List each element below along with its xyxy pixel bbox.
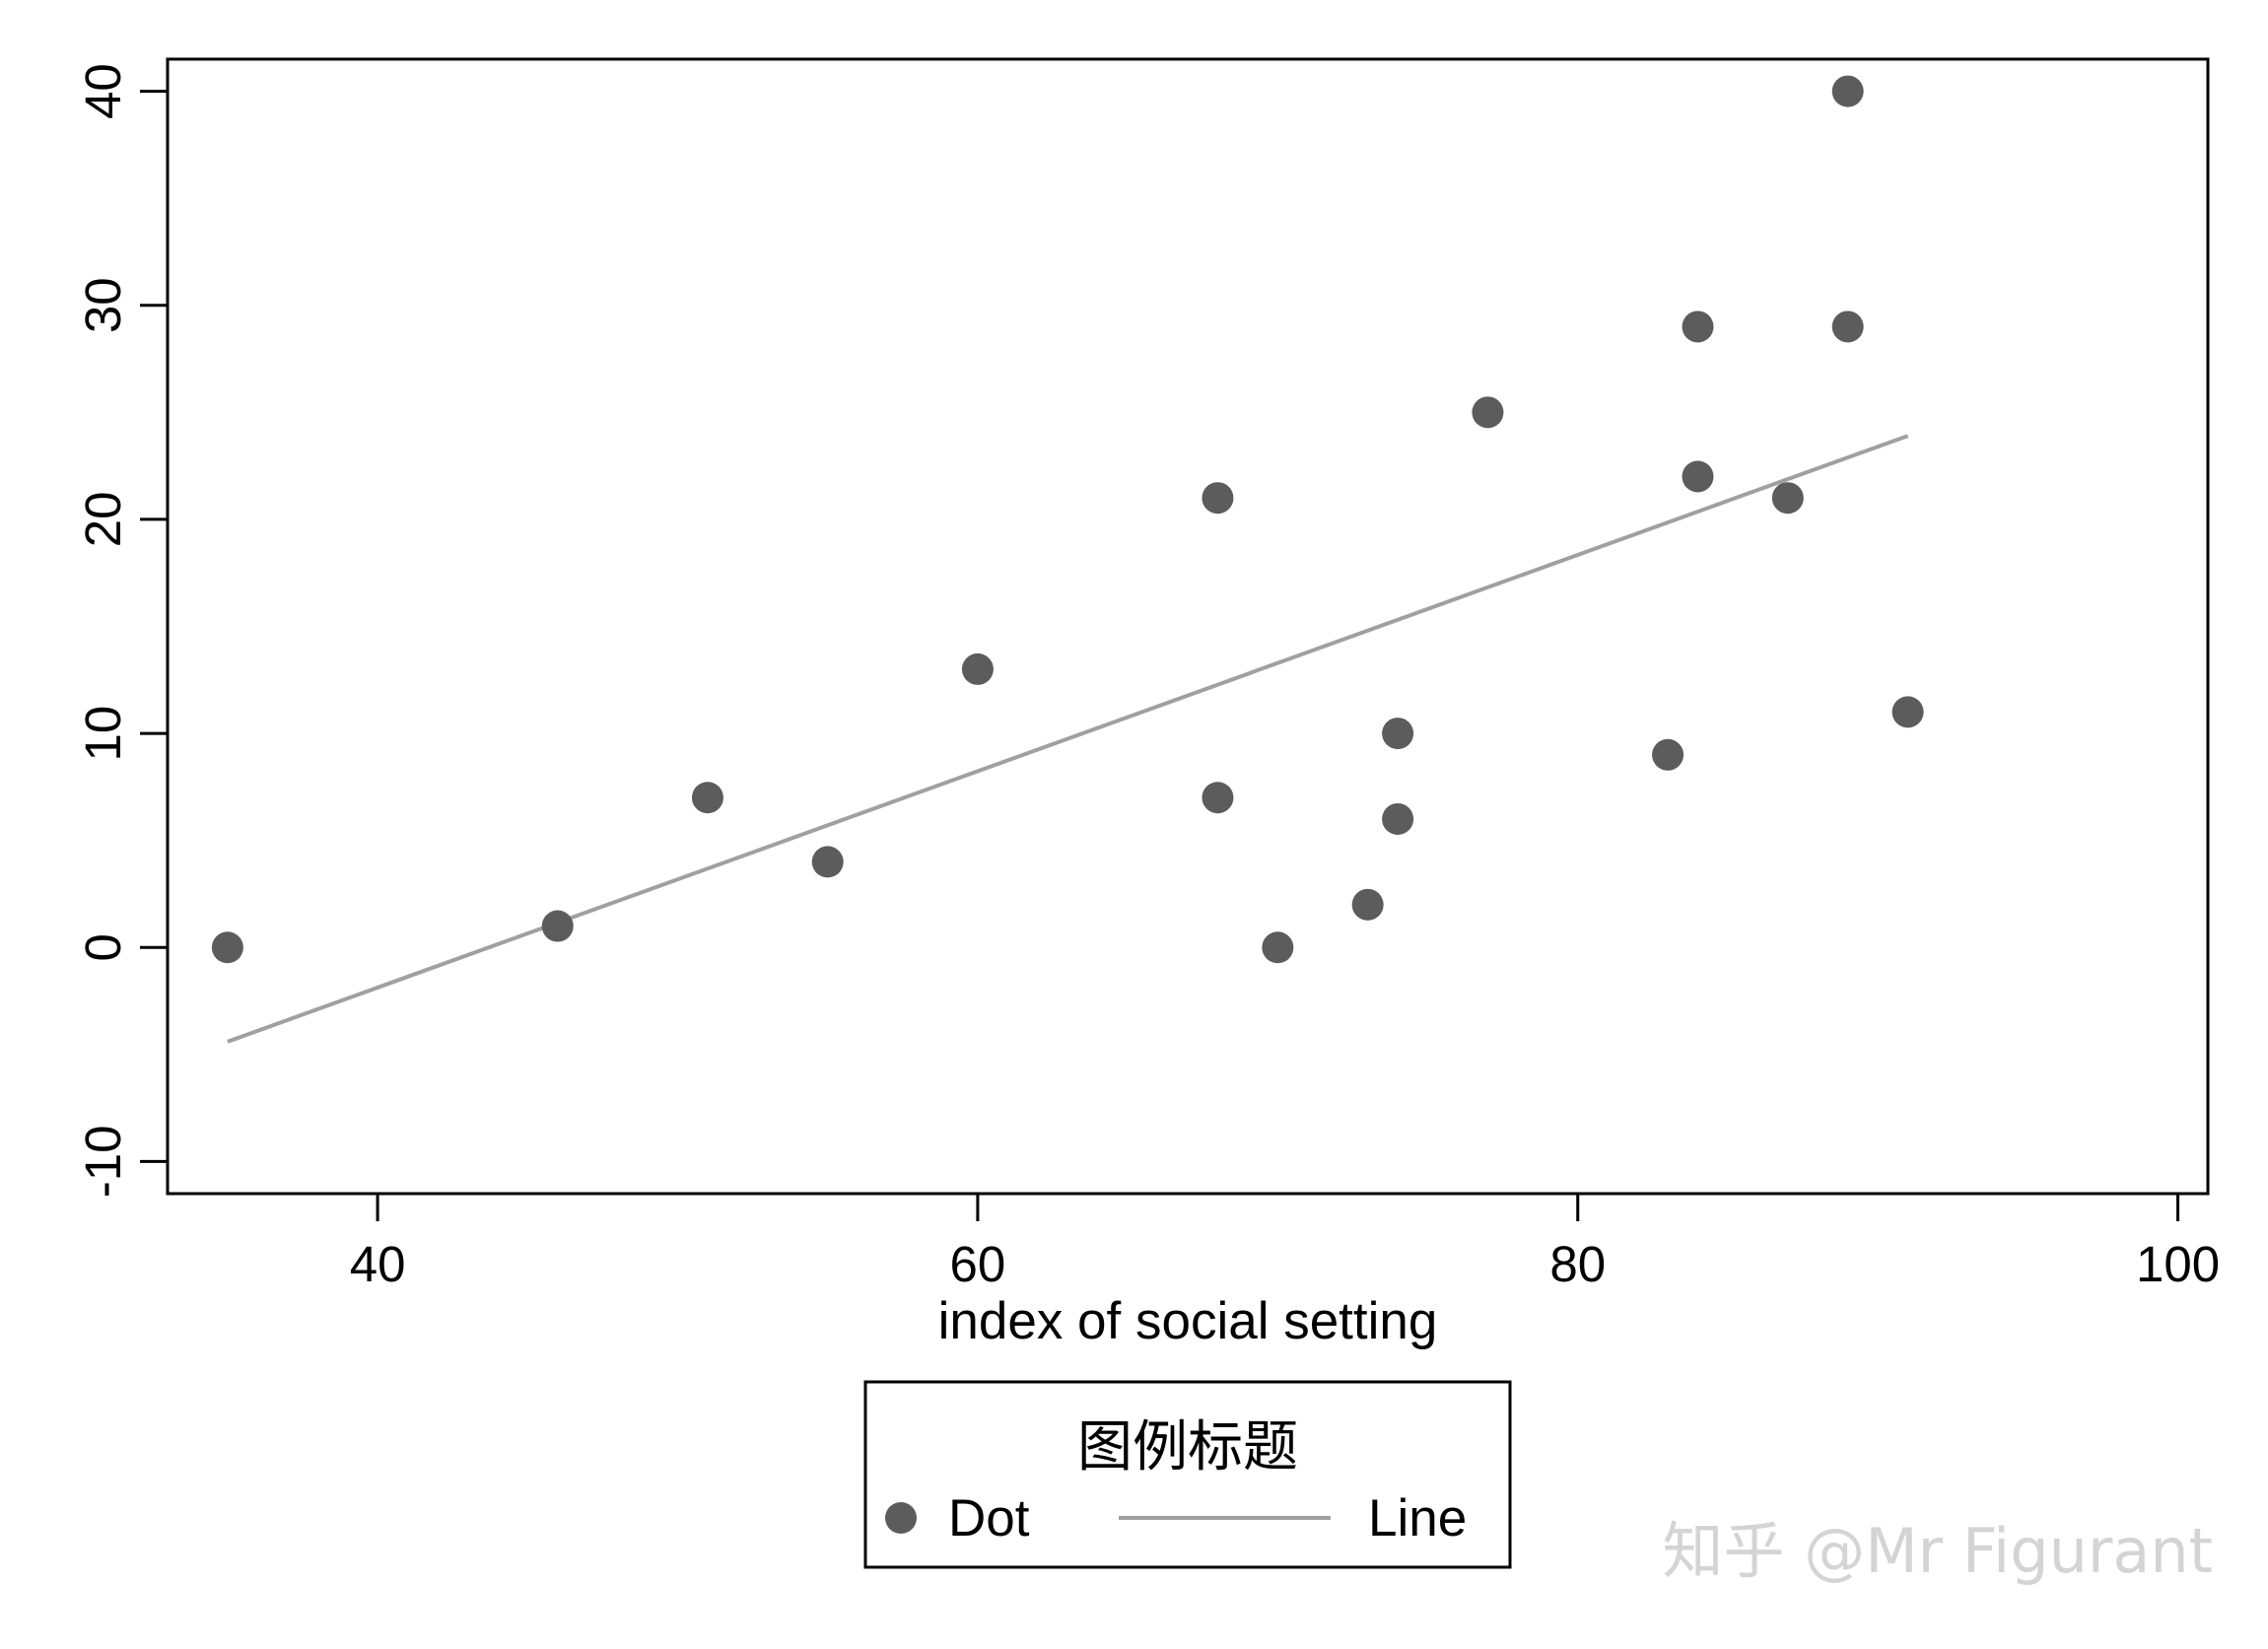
x-tick-label: 40: [350, 1236, 406, 1292]
legend-box: [863, 1380, 1512, 1569]
fit-line: [227, 434, 1909, 1044]
legend-dot-marker: [885, 1502, 917, 1534]
scatter-point: [1351, 888, 1384, 921]
scatter-point: [1382, 802, 1414, 835]
x-axis: 40 60 80 100: [350, 1194, 2220, 1292]
scatter-point: [1682, 310, 1714, 343]
scatter-point: [541, 910, 574, 942]
plot-frame: [166, 57, 2210, 1196]
scatter-point: [1891, 696, 1924, 728]
watermark: 知乎 @Mr Figurant: [1662, 1515, 2213, 1587]
scatter-point: [1831, 310, 1864, 343]
scatter-point: [1831, 75, 1864, 107]
scatter-point: [961, 653, 994, 685]
x-tick-label: 60: [950, 1236, 1006, 1292]
x-tick-label: 80: [1549, 1236, 1606, 1292]
legend-line-label: Line: [1368, 1489, 1467, 1547]
x-tick-label: 100: [2136, 1236, 2220, 1292]
scatter-point: [1262, 931, 1294, 964]
legend-dot-label: Dot: [948, 1489, 1030, 1547]
scatter-point: [691, 782, 723, 814]
scatter-point: [211, 931, 243, 964]
y-tick-label: -10: [75, 1126, 131, 1199]
scatter-point: [811, 846, 844, 878]
series-layer: [211, 75, 1924, 1044]
scatter-point: [1472, 396, 1504, 429]
scatter-point: [1382, 718, 1414, 750]
scatter-point: [1652, 738, 1684, 771]
scatter-point: [1682, 460, 1714, 493]
scatter-point: [1771, 482, 1804, 515]
y-tick-label: 20: [75, 492, 131, 548]
y-tick-label: 10: [75, 706, 131, 762]
y-axis: -10 0 10 20 30 40: [75, 63, 168, 1198]
legend-title: 图例标题: [1077, 1415, 1298, 1479]
y-tick-label: 0: [75, 933, 131, 961]
scatter-point: [1202, 782, 1234, 814]
legend: 图例标题 Dot Line: [863, 1380, 1512, 1569]
y-tick-label: 40: [75, 63, 131, 119]
scatter-point: [1202, 482, 1234, 515]
x-axis-title: index of social setting: [938, 1292, 1438, 1350]
y-tick-label: 30: [75, 277, 131, 333]
